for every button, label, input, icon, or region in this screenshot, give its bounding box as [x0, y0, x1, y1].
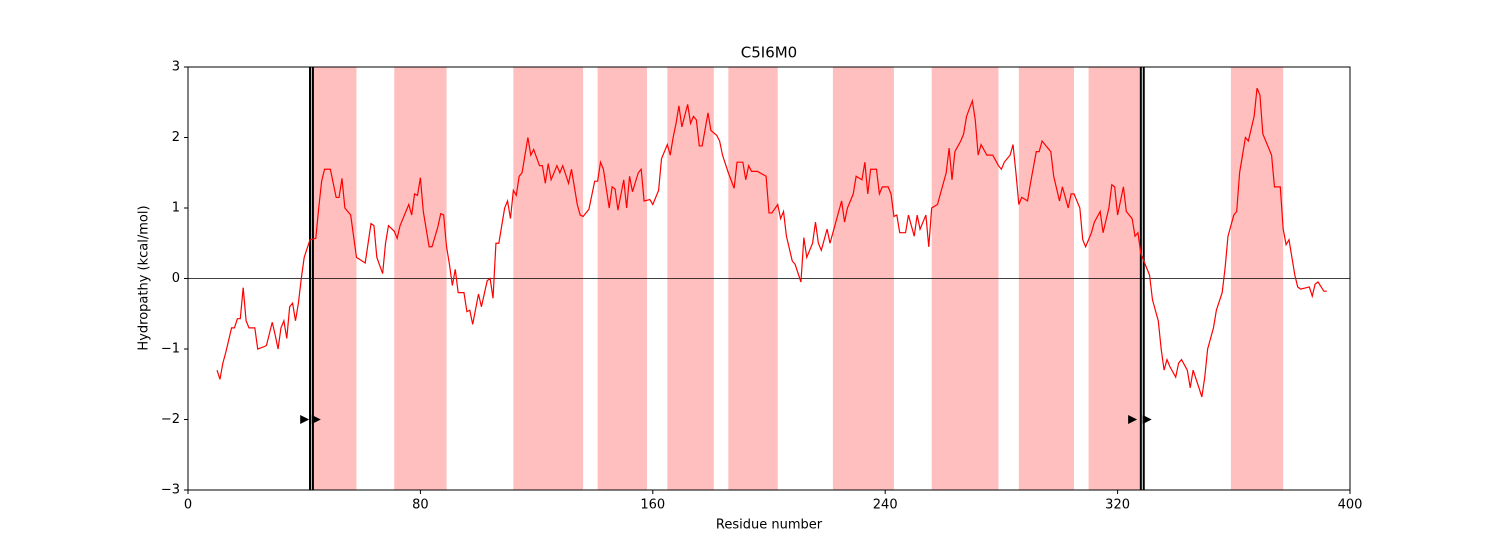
y-tick-label: 3: [172, 60, 180, 75]
y-axis-label: Hydropathy (kcal/mol): [137, 205, 152, 350]
x-tick-label: 0: [184, 498, 192, 513]
hydropathy-line: [216, 87, 1327, 398]
x-tick-label: 320: [1105, 498, 1130, 513]
y-tick-label: 2: [172, 130, 180, 145]
x-tick-label: 80: [412, 498, 429, 513]
x-tick-label: 240: [873, 498, 898, 513]
marker: [311, 415, 321, 424]
y-tick-label: −3: [161, 483, 180, 498]
y-tick-label: 0: [172, 271, 180, 286]
y-tick-label: −1: [161, 342, 180, 357]
y-tick-label: −2: [161, 412, 180, 427]
x-tick-label: 400: [1338, 498, 1363, 513]
x-axis-label: Residue number: [716, 518, 823, 533]
marker: [1142, 415, 1152, 424]
chart-title: C5I6M0: [741, 44, 797, 62]
marker: [1128, 415, 1138, 424]
y-tick-label: 1: [172, 201, 180, 216]
marker: [300, 415, 310, 424]
x-tick-label: 160: [640, 498, 665, 513]
